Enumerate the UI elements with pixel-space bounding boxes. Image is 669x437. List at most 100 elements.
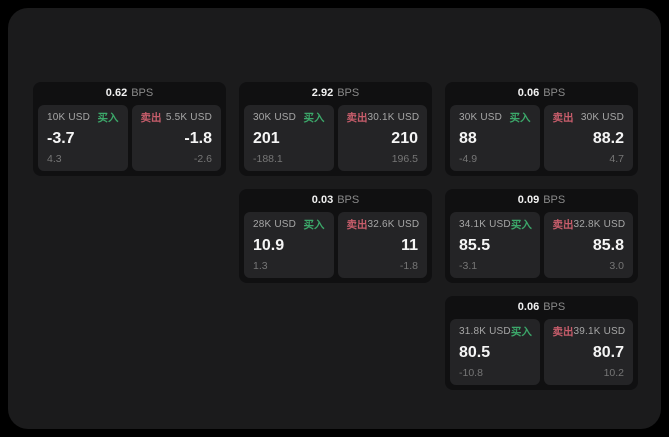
quote-card: 0.09 BPS 34.1K USD 买入 85.5 -3.1 卖出 32.8K… [445, 189, 638, 283]
spread-unit-label: BPS [337, 87, 360, 99]
buy-quote-panel[interactable]: 10K USD 买入 -3.7 4.3 [38, 105, 128, 171]
buy-panel-top: 30K USD 买入 [459, 113, 531, 124]
quote-body: 30K USD 买入 88 -4.9 卖出 30K USD 88.2 4.7 [445, 105, 638, 176]
quote-card: 0.06 BPS 31.8K USD 买入 80.5 -10.8 卖出 39.1… [445, 296, 638, 390]
sell-quote-panel[interactable]: 卖出 32.6K USD 11 -1.8 [337, 212, 427, 278]
quote-card: 2.92 BPS 30K USD 买入 201 -188.1 卖出 30.1K … [239, 82, 432, 176]
buy-price: 80.5 [459, 343, 491, 361]
spread-value: 0.09 [517, 194, 540, 206]
buy-button[interactable]: 买入 [510, 326, 532, 338]
buy-panel-top: 31.8K USD 买入 [459, 326, 532, 338]
sell-size: 30K USD [580, 112, 624, 124]
sell-delta: 4.7 [609, 152, 624, 165]
spread-value: 0.06 [517, 87, 540, 99]
buy-size: 34.1K USD [459, 219, 511, 231]
sell-button[interactable]: 卖出 [346, 112, 368, 124]
sell-button[interactable]: 卖出 [140, 112, 162, 124]
spread-header: 0.06 BPS [445, 82, 638, 105]
buy-price: 88 [459, 129, 477, 147]
spread-value: 0.62 [105, 87, 128, 99]
quote-grid: 0.62 BPS 10K USD 买入 -3.7 4.3 卖出 5.5K USD… [33, 82, 638, 390]
buy-price: 201 [253, 129, 280, 147]
app-window: 0.62 BPS 10K USD 买入 -3.7 4.3 卖出 5.5K USD… [8, 8, 661, 429]
buy-delta: -4.9 [459, 152, 478, 165]
sell-panel-top: 卖出 39.1K USD [552, 326, 626, 338]
spread-value: 2.92 [311, 87, 334, 99]
sell-size: 32.8K USD [573, 219, 626, 231]
buy-size: 10K USD [47, 112, 91, 124]
buy-button[interactable]: 买入 [303, 112, 325, 124]
buy-panel-top: 34.1K USD 买入 [459, 219, 532, 231]
sell-quote-panel[interactable]: 卖出 30K USD 88.2 4.7 [543, 105, 633, 171]
buy-delta: -3.1 [459, 259, 478, 272]
buy-delta: 4.3 [47, 152, 62, 165]
spread-unit-label: BPS [543, 301, 566, 313]
buy-size: 31.8K USD [459, 326, 511, 338]
quote-body: 34.1K USD 买入 85.5 -3.1 卖出 32.8K USD 85.8… [445, 212, 638, 283]
quote-card: 0.06 BPS 30K USD 买入 88 -4.9 卖出 30K USD 8… [445, 82, 638, 176]
spread-header: 0.09 BPS [445, 189, 638, 212]
quote-body: 28K USD 买入 10.9 1.3 卖出 32.6K USD 11 -1.8 [239, 212, 432, 283]
spread-header: 2.92 BPS [239, 82, 432, 105]
sell-size: 32.6K USD [367, 219, 420, 231]
sell-panel-top: 卖出 30.1K USD [346, 112, 420, 124]
buy-quote-panel[interactable]: 31.8K USD 买入 80.5 -10.8 [450, 319, 540, 385]
buy-panel-top: 28K USD 买入 [253, 220, 325, 231]
quote-body: 31.8K USD 买入 80.5 -10.8 卖出 39.1K USD 80.… [445, 319, 638, 390]
buy-quote-panel[interactable]: 34.1K USD 买入 85.5 -3.1 [450, 212, 540, 278]
buy-delta: 1.3 [253, 259, 268, 272]
buy-size: 30K USD [253, 112, 297, 124]
sell-size: 5.5K USD [165, 112, 212, 124]
spread-header: 0.06 BPS [445, 296, 638, 319]
buy-panel-top: 30K USD 买入 [253, 113, 325, 124]
spread-unit-label: BPS [543, 87, 566, 99]
sell-button[interactable]: 卖出 [552, 112, 574, 124]
sell-delta: 10.2 [603, 366, 624, 379]
buy-button[interactable]: 买入 [509, 112, 531, 124]
quote-body: 30K USD 买入 201 -188.1 卖出 30.1K USD 210 1… [239, 105, 432, 176]
sell-size: 39.1K USD [573, 326, 626, 338]
sell-button[interactable]: 卖出 [346, 219, 368, 231]
sell-quote-panel[interactable]: 卖出 39.1K USD 80.7 10.2 [543, 319, 633, 385]
sell-delta: 3.0 [609, 259, 624, 272]
buy-panel-top: 10K USD 买入 [47, 113, 119, 124]
sell-size: 30.1K USD [367, 112, 420, 124]
sell-price: 88.2 [592, 129, 624, 147]
sell-price: 210 [391, 129, 418, 147]
buy-quote-panel[interactable]: 30K USD 买入 201 -188.1 [244, 105, 334, 171]
quote-card: 0.03 BPS 28K USD 买入 10.9 1.3 卖出 32.6K US… [239, 189, 432, 283]
sell-price: 85.8 [592, 236, 624, 254]
spread-header: 0.62 BPS [33, 82, 226, 105]
buy-button[interactable]: 买入 [303, 219, 325, 231]
sell-button[interactable]: 卖出 [552, 326, 574, 338]
spread-unit-label: BPS [131, 87, 154, 99]
sell-price: -1.8 [184, 129, 212, 147]
spread-header: 0.03 BPS [239, 189, 432, 212]
spread-unit-label: BPS [543, 194, 566, 206]
sell-quote-panel[interactable]: 卖出 30.1K USD 210 196.5 [337, 105, 427, 171]
buy-delta: -188.1 [253, 152, 283, 165]
buy-size: 30K USD [459, 112, 503, 124]
sell-delta: -1.8 [399, 259, 418, 272]
sell-delta: -2.6 [193, 152, 212, 165]
buy-quote-panel[interactable]: 30K USD 买入 88 -4.9 [450, 105, 540, 171]
quote-card: 0.62 BPS 10K USD 买入 -3.7 4.3 卖出 5.5K USD… [33, 82, 226, 176]
buy-button[interactable]: 买入 [510, 219, 532, 231]
sell-panel-top: 卖出 5.5K USD [141, 113, 213, 124]
sell-button[interactable]: 卖出 [552, 219, 574, 231]
buy-delta: -10.8 [459, 366, 483, 379]
buy-price: 10.9 [253, 236, 285, 254]
spread-value: 0.03 [311, 194, 334, 206]
sell-quote-panel[interactable]: 卖出 32.8K USD 85.8 3.0 [543, 212, 633, 278]
sell-price: 11 [401, 236, 418, 254]
quote-body: 10K USD 买入 -3.7 4.3 卖出 5.5K USD -1.8 -2.… [33, 105, 226, 176]
spread-unit-label: BPS [337, 194, 360, 206]
sell-delta: 196.5 [391, 152, 418, 165]
sell-panel-top: 卖出 30K USD [553, 113, 625, 124]
sell-quote-panel[interactable]: 卖出 5.5K USD -1.8 -2.6 [131, 105, 221, 171]
buy-quote-panel[interactable]: 28K USD 买入 10.9 1.3 [244, 212, 334, 278]
buy-button[interactable]: 买入 [97, 112, 119, 124]
sell-panel-top: 卖出 32.8K USD [552, 219, 626, 231]
sell-panel-top: 卖出 32.6K USD [346, 219, 420, 231]
